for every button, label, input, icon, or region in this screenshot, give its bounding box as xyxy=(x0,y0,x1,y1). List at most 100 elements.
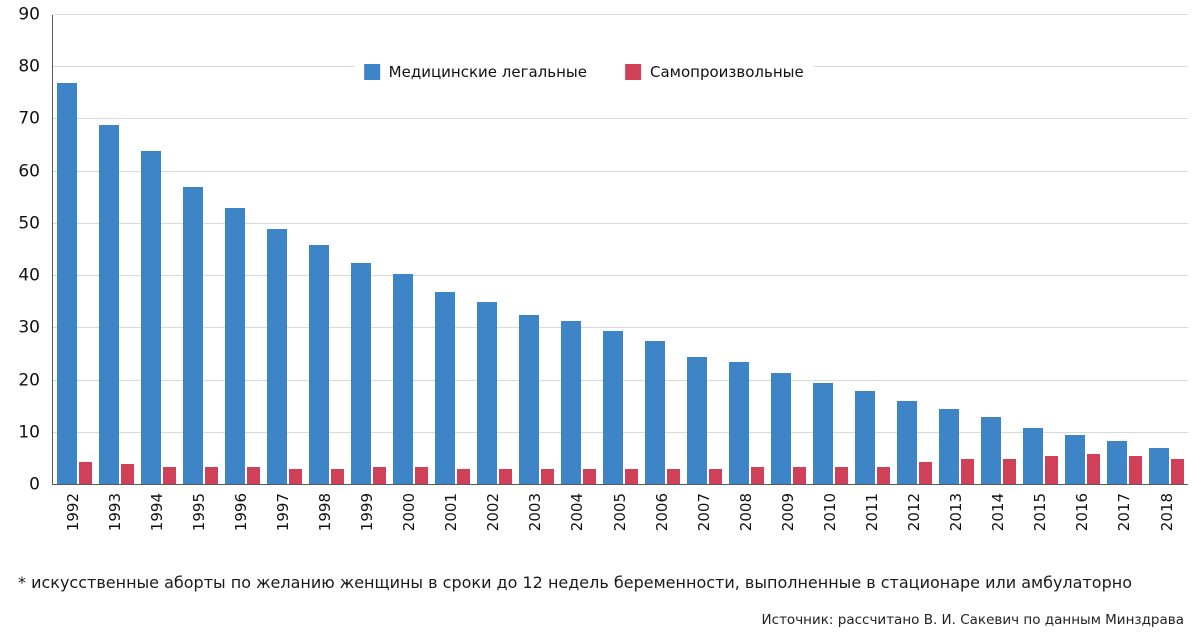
bar-group-2006 xyxy=(641,15,683,485)
x-axis-label-2009: 2009 xyxy=(767,493,809,557)
source-note: Источник: рассчитано В. И. Сакевич по да… xyxy=(761,612,1184,628)
x-axis-label-2018: 2018 xyxy=(1146,493,1188,557)
x-axis-label-text: 2012 xyxy=(905,493,924,532)
x-axis-label-text: 1998 xyxy=(316,493,334,532)
x-axis-label-2001: 2001 xyxy=(431,493,473,557)
bar-spontaneous-2014 xyxy=(1003,458,1017,485)
y-axis-tick-label: 50 xyxy=(18,213,40,234)
bar-spontaneous-2001 xyxy=(456,469,470,485)
bar-group-2004 xyxy=(557,15,599,485)
x-axis-label-2005: 2005 xyxy=(599,493,641,557)
x-axis-label-1998: 1998 xyxy=(304,493,346,557)
bar-spontaneous-2002 xyxy=(498,469,512,485)
legend-item-spontaneous: Самопроизвольные xyxy=(624,63,804,81)
bar-group-2012 xyxy=(894,15,936,485)
x-axis-label-text: 2010 xyxy=(820,493,839,532)
x-axis-label-text: 2014 xyxy=(989,493,1008,532)
x-axis-label-1997: 1997 xyxy=(262,493,304,557)
bar-legal-1995 xyxy=(182,187,203,485)
bar-legal-2001 xyxy=(434,291,455,485)
bar-group-2002 xyxy=(473,15,515,485)
bar-group-2011 xyxy=(852,15,894,485)
bars-layer xyxy=(53,15,1188,485)
x-axis-label-text: 2005 xyxy=(610,493,629,532)
bar-group-2013 xyxy=(936,15,978,485)
x-axis-label-text: 1999 xyxy=(358,493,377,532)
x-axis-label-2007: 2007 xyxy=(683,493,725,557)
y-axis-tick-label: 60 xyxy=(18,161,40,182)
bar-group-1999 xyxy=(347,15,389,485)
x-axis-label-text: 1997 xyxy=(273,493,292,532)
x-axis-label-1993: 1993 xyxy=(94,493,136,557)
x-axis-label-1994: 1994 xyxy=(136,493,178,557)
x-axis-label-2000: 2000 xyxy=(389,493,431,557)
legend-swatch-spontaneous-icon xyxy=(624,64,641,80)
bar-legal-2002 xyxy=(476,302,497,485)
bar-group-2018 xyxy=(1146,15,1188,485)
y-axis-tick-label: 30 xyxy=(18,317,40,338)
bar-legal-2018 xyxy=(1149,448,1170,485)
bar-group-2007 xyxy=(683,15,725,485)
x-axis-label-text: 2000 xyxy=(400,493,419,532)
bar-legal-2010 xyxy=(813,383,834,485)
x-axis-label-text: 2004 xyxy=(568,493,587,532)
legend: Медицинские легальные Самопроизвольные xyxy=(353,59,814,85)
x-axis-label-2014: 2014 xyxy=(978,493,1020,557)
x-axis-label-1999: 1999 xyxy=(347,493,389,557)
bar-spontaneous-2000 xyxy=(414,466,428,485)
bar-spontaneous-1999 xyxy=(372,466,386,485)
x-axis-label-1995: 1995 xyxy=(178,493,220,557)
bar-group-2008 xyxy=(726,15,768,485)
y-axis: 0 10 20 30 40 50 60 70 80 90 xyxy=(0,6,52,493)
bar-legal-2000 xyxy=(392,273,413,485)
x-axis-label-text: 2013 xyxy=(947,493,966,532)
x-axis-label-text: 1994 xyxy=(147,493,166,532)
x-axis-label-2011: 2011 xyxy=(851,493,893,557)
x-axis-label-1992: 1992 xyxy=(52,493,94,557)
plot-area: Медицинские легальные Самопроизвольные xyxy=(52,14,1188,485)
x-axis-label-text: 2018 xyxy=(1157,493,1176,532)
bar-group-1996 xyxy=(221,15,263,485)
x-axis-label-text: 2015 xyxy=(1031,493,1050,532)
bar-legal-2003 xyxy=(518,315,539,485)
bar-spontaneous-2009 xyxy=(793,466,807,485)
bar-legal-2013 xyxy=(939,409,960,485)
x-axis-label-2010: 2010 xyxy=(809,493,851,557)
bar-group-1998 xyxy=(305,15,347,485)
bar-legal-1992 xyxy=(56,82,77,485)
bar-legal-2017 xyxy=(1107,440,1128,485)
bar-legal-2008 xyxy=(729,362,750,485)
gridline xyxy=(53,170,1188,172)
bar-spontaneous-2011 xyxy=(877,466,891,485)
bar-spontaneous-2004 xyxy=(582,469,596,485)
x-axis-label-text: 2009 xyxy=(778,493,797,532)
bar-legal-2005 xyxy=(602,330,623,485)
bar-legal-2007 xyxy=(686,357,707,485)
x-axis-label-2006: 2006 xyxy=(641,493,683,557)
bar-spontaneous-2015 xyxy=(1045,456,1059,485)
bar-group-2014 xyxy=(978,15,1020,485)
x-axis-label-text: 1996 xyxy=(231,493,250,532)
bar-legal-2011 xyxy=(855,391,876,485)
bar-group-1997 xyxy=(263,15,305,485)
y-axis-tick-label: 10 xyxy=(18,422,40,443)
y-axis-tick-label: 90 xyxy=(18,4,40,25)
x-axis-label-2017: 2017 xyxy=(1104,493,1146,557)
bar-legal-2006 xyxy=(644,341,665,485)
bar-legal-2012 xyxy=(897,401,918,485)
legend-swatch-legal-icon xyxy=(363,64,380,80)
bar-legal-2016 xyxy=(1065,435,1086,485)
bar-spontaneous-2018 xyxy=(1171,458,1185,485)
bar-legal-1993 xyxy=(98,124,119,485)
bar-legal-1994 xyxy=(140,150,161,485)
bar-spontaneous-2013 xyxy=(961,458,975,485)
bar-group-2001 xyxy=(431,15,473,485)
x-axis-label-text: 2016 xyxy=(1073,493,1092,532)
bar-spontaneous-2016 xyxy=(1087,453,1101,485)
y-axis-tick-label: 20 xyxy=(18,370,40,391)
gridline xyxy=(53,275,1188,277)
bar-spontaneous-1998 xyxy=(330,469,344,485)
x-axis-label-2013: 2013 xyxy=(936,493,978,557)
x-axis-label-text: 2001 xyxy=(442,493,461,532)
bar-group-2015 xyxy=(1020,15,1062,485)
